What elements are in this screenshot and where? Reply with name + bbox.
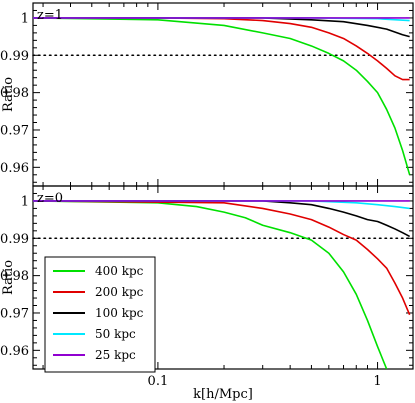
y-tick-label: 0.99 xyxy=(0,49,29,64)
y-tick-label: 0.99 xyxy=(0,232,29,247)
legend: 400 kpc 200 kpc 100 kpc 50 kpc 25 kpc xyxy=(44,256,156,373)
series-line-100-kpc xyxy=(33,17,410,38)
series-line-400-kpc xyxy=(33,200,388,369)
plot-frame xyxy=(32,2,414,187)
panel-annotation: z=0 xyxy=(37,191,63,206)
series-line-100-kpc xyxy=(33,200,411,238)
series-line-200-kpc xyxy=(33,17,410,81)
legend-label: 100 kpc xyxy=(95,306,144,320)
y-axis-label: Ratio xyxy=(1,77,16,112)
x-axis-label: k[h/Mpc] xyxy=(193,387,253,402)
y-tick-label: 1 xyxy=(21,194,29,209)
y-tick-label: 0.98 xyxy=(0,86,29,101)
legend-label: 25 kpc xyxy=(95,348,136,362)
y-tick-label: 0.98 xyxy=(0,269,29,284)
y-tick-label: 0.96 xyxy=(0,344,29,359)
x-tick-label: 1 xyxy=(373,374,381,389)
panel-annotation: z=1 xyxy=(37,8,63,23)
x-tick-label: 0.1 xyxy=(148,374,169,389)
series-line-200-kpc xyxy=(33,200,411,316)
legend-label: 50 kpc xyxy=(95,327,136,341)
legend-label: 400 kpc xyxy=(95,264,144,278)
y-axis-label: Ratio xyxy=(1,260,16,295)
y-tick-label: 0.97 xyxy=(0,123,29,138)
y-tick-label: 1 xyxy=(21,11,29,26)
panel-bottom: 0.96 0.97 0.98 0.99 1 0.1 1 z=0 Ratio 400 kpc 200 … xyxy=(0,185,414,389)
legend-box xyxy=(44,256,156,373)
series-line-400-kpc xyxy=(33,17,411,176)
y-tick-label: 0.97 xyxy=(0,306,29,321)
panel-top: 0.96 0.97 0.98 0.99 1 z=1 Ratio xyxy=(0,2,414,187)
legend-label: 200 kpc xyxy=(95,285,144,299)
plot-frame xyxy=(32,185,414,370)
y-tick-label: 0.96 xyxy=(0,161,29,176)
